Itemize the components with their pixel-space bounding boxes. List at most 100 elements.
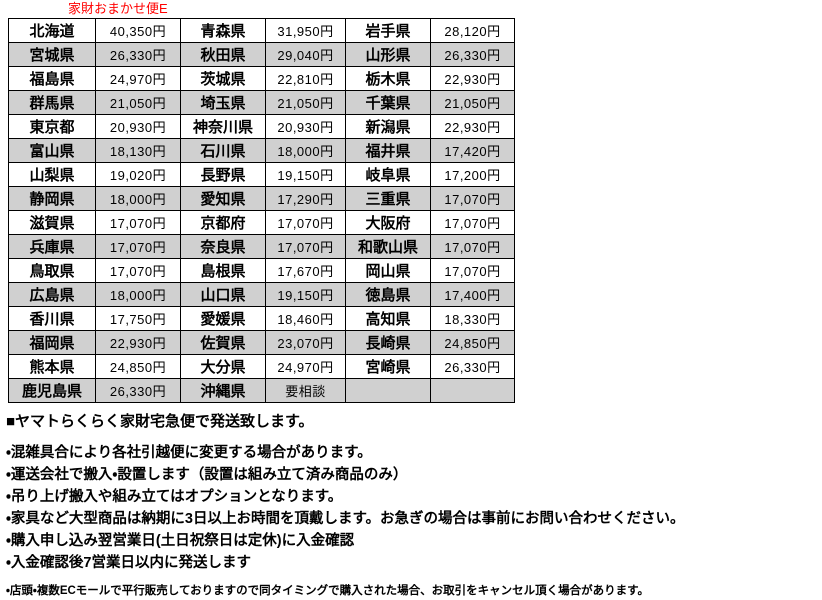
page-title: 家財おまかせ便E bbox=[68, 1, 168, 16]
table-cell-price: 22,930円 bbox=[95, 330, 181, 355]
table-cell-prefecture: 長野県 bbox=[180, 162, 266, 187]
table-cell-price: 17,070円 bbox=[95, 258, 181, 283]
table-cell-prefecture: 長崎県 bbox=[345, 330, 431, 355]
notes-list: ・混雑具合により各社引越便に変更する場合があります。 ・運送会社で搬入・設置します… bbox=[6, 442, 818, 574]
table-cell-price: 19,150円 bbox=[265, 282, 346, 307]
table-row: 東京都 20,930円 神奈川県 20,930円 新潟県 22,930円 bbox=[8, 114, 515, 139]
table-cell-prefecture: 愛知県 bbox=[180, 186, 266, 211]
table-cell-prefecture: 秋田県 bbox=[180, 42, 266, 67]
table-cell-prefecture: 山口県 bbox=[180, 282, 266, 307]
table-cell-price: 23,070円 bbox=[265, 330, 346, 355]
table-cell-prefecture: 宮城県 bbox=[8, 42, 96, 67]
table-cell-prefecture: 山梨県 bbox=[8, 162, 96, 187]
table-cell-price: 18,000円 bbox=[95, 282, 181, 307]
table-cell-price: 26,330円 bbox=[430, 42, 515, 67]
table-cell-price: 21,050円 bbox=[430, 90, 515, 115]
table-cell-price: 29,040円 bbox=[265, 42, 346, 67]
table-cell-prefecture: 広島県 bbox=[8, 282, 96, 307]
table-cell-prefecture: 山形県 bbox=[345, 42, 431, 67]
table-cell-prefecture: 埼玉県 bbox=[180, 90, 266, 115]
table-cell-price: 26,330円 bbox=[95, 42, 181, 67]
table-row: 静岡県 18,000円 愛知県 17,290円 三重県 17,070円 bbox=[8, 186, 515, 211]
table-cell-price: 21,050円 bbox=[265, 90, 346, 115]
table-cell-price: 20,930円 bbox=[265, 114, 346, 139]
table-cell-prefecture: 徳島県 bbox=[345, 282, 431, 307]
table-cell-price: 18,460円 bbox=[265, 306, 346, 331]
table-cell-prefecture: 福島県 bbox=[8, 66, 96, 91]
table-cell-price: 40,350円 bbox=[95, 18, 181, 43]
table-row: 鳥取県 17,070円 島根県 17,670円 岡山県 17,070円 bbox=[8, 258, 515, 283]
table-cell-price: 17,070円 bbox=[430, 210, 515, 235]
table-cell-price: 22,930円 bbox=[430, 114, 515, 139]
table-cell-price: 17,070円 bbox=[265, 234, 346, 259]
table-cell-prefecture: 宮崎県 bbox=[345, 354, 431, 379]
table-row: 鹿児島県 26,330円 沖縄県 要相談 bbox=[8, 378, 515, 403]
table-row: 滋賀県 17,070円 京都府 17,070円 大阪府 17,070円 bbox=[8, 210, 515, 235]
table-cell-prefecture: 香川県 bbox=[8, 306, 96, 331]
table-cell-prefecture: 鹿児島県 bbox=[8, 378, 96, 403]
table-cell-prefecture: 大分県 bbox=[180, 354, 266, 379]
note-line: ・購入申し込み翌営業日(土日祝祭日は定休)に入金確認 bbox=[6, 533, 355, 549]
table-cell-price: 17,070円 bbox=[430, 186, 515, 211]
table-row: 福岡県 22,930円 佐賀県 23,070円 長崎県 24,850円 bbox=[8, 330, 515, 355]
table-row: 福島県 24,970円 茨城県 22,810円 栃木県 22,930円 bbox=[8, 66, 515, 91]
table-cell-prefecture: 神奈川県 bbox=[180, 114, 266, 139]
table-cell-price: 19,150円 bbox=[265, 162, 346, 187]
table-cell-prefecture: 静岡県 bbox=[8, 186, 96, 211]
table-cell-prefecture: 奈良県 bbox=[180, 234, 266, 259]
table-row: 広島県 18,000円 山口県 19,150円 徳島県 17,400円 bbox=[8, 282, 515, 307]
table-row: 北海道 40,350円 青森県 31,950円 岩手県 28,120円 bbox=[8, 18, 515, 43]
note-line: ・家具など大型商品は納期に3日以上お時間を頂戴します。お急ぎの場合は事前にお問い… bbox=[6, 511, 685, 527]
table-cell-price: 18,000円 bbox=[95, 186, 181, 211]
table-cell-price: 18,330円 bbox=[430, 306, 515, 331]
table-cell-prefecture: 北海道 bbox=[8, 18, 96, 43]
table-cell-prefecture: 群馬県 bbox=[8, 90, 96, 115]
prefecture-shipping-fee-table: 北海道 40,350円 青森県 31,950円 岩手県 28,120円 宮城県 26,330円… bbox=[8, 18, 515, 403]
table-cell-prefecture: 富山県 bbox=[8, 138, 96, 163]
table-row: 富山県 18,130円 石川県 18,000円 福井県 17,420円 bbox=[8, 138, 515, 163]
table-cell-prefecture: 和歌山県 bbox=[345, 234, 431, 259]
table-cell-price: 17,070円 bbox=[265, 210, 346, 235]
table-cell-prefecture: 大阪府 bbox=[345, 210, 431, 235]
notes-heading: ■ヤマトらくらく家財宅急便で発送致します。 bbox=[6, 413, 314, 430]
table-cell-price: 24,970円 bbox=[265, 354, 346, 379]
table-cell-prefecture: 石川県 bbox=[180, 138, 266, 163]
table-cell-price: 要相談 bbox=[265, 378, 346, 403]
table-cell-prefecture: 京都府 bbox=[180, 210, 266, 235]
note-line: ・吊り上げ搬入や組み立てはオプションとなります。 bbox=[6, 489, 343, 505]
table-cell-price: 24,850円 bbox=[95, 354, 181, 379]
table-cell-price: 17,290円 bbox=[265, 186, 346, 211]
note-line: ・混雑具合により各社引越便に変更する場合があります。 bbox=[6, 445, 372, 461]
table-cell-price: 26,330円 bbox=[430, 354, 515, 379]
notes-fine-print: ・店頭・複数ECモールで平行販売しておりますので同タイミングで購入された場合、お… bbox=[6, 585, 649, 597]
table-cell-prefecture: 滋賀県 bbox=[8, 210, 96, 235]
table-cell-price: 31,950円 bbox=[265, 18, 346, 43]
table-cell-prefecture: 三重県 bbox=[345, 186, 431, 211]
fee-table-body: 北海道 40,350円 青森県 31,950円 岩手県 28,120円 宮城県 26,330円… bbox=[8, 18, 515, 403]
table-row: 山梨県 19,020円 長野県 19,150円 岐阜県 17,200円 bbox=[8, 162, 515, 187]
table-cell-price: 24,850円 bbox=[430, 330, 515, 355]
table-row: 宮城県 26,330円 秋田県 29,040円 山形県 26,330円 bbox=[8, 42, 515, 67]
table-cell-prefecture: 愛媛県 bbox=[180, 306, 266, 331]
table-cell-price: 17,070円 bbox=[95, 210, 181, 235]
table-cell-prefecture: 沖縄県 bbox=[180, 378, 266, 403]
table-cell-prefecture: 茨城県 bbox=[180, 66, 266, 91]
table-cell-price: 22,810円 bbox=[265, 66, 346, 91]
table-cell-empty bbox=[345, 378, 431, 403]
table-cell-price: 17,670円 bbox=[265, 258, 346, 283]
table-cell-price: 21,050円 bbox=[95, 90, 181, 115]
table-cell-prefecture: 高知県 bbox=[345, 306, 431, 331]
table-cell-price: 17,200円 bbox=[430, 162, 515, 187]
table-cell-prefecture: 東京都 bbox=[8, 114, 96, 139]
table-cell-price: 26,330円 bbox=[95, 378, 181, 403]
table-cell-price: 22,930円 bbox=[430, 66, 515, 91]
table-cell-price: 18,000円 bbox=[265, 138, 346, 163]
table-cell-prefecture: 島根県 bbox=[180, 258, 266, 283]
table-row: 香川県 17,750円 愛媛県 18,460円 高知県 18,330円 bbox=[8, 306, 515, 331]
table-cell-prefecture: 福岡県 bbox=[8, 330, 96, 355]
table-cell-prefecture: 新潟県 bbox=[345, 114, 431, 139]
table-cell-prefecture: 千葉県 bbox=[345, 90, 431, 115]
table-cell-price: 28,120円 bbox=[430, 18, 515, 43]
table-cell-price: 17,070円 bbox=[430, 258, 515, 283]
table-cell-prefecture: 青森県 bbox=[180, 18, 266, 43]
